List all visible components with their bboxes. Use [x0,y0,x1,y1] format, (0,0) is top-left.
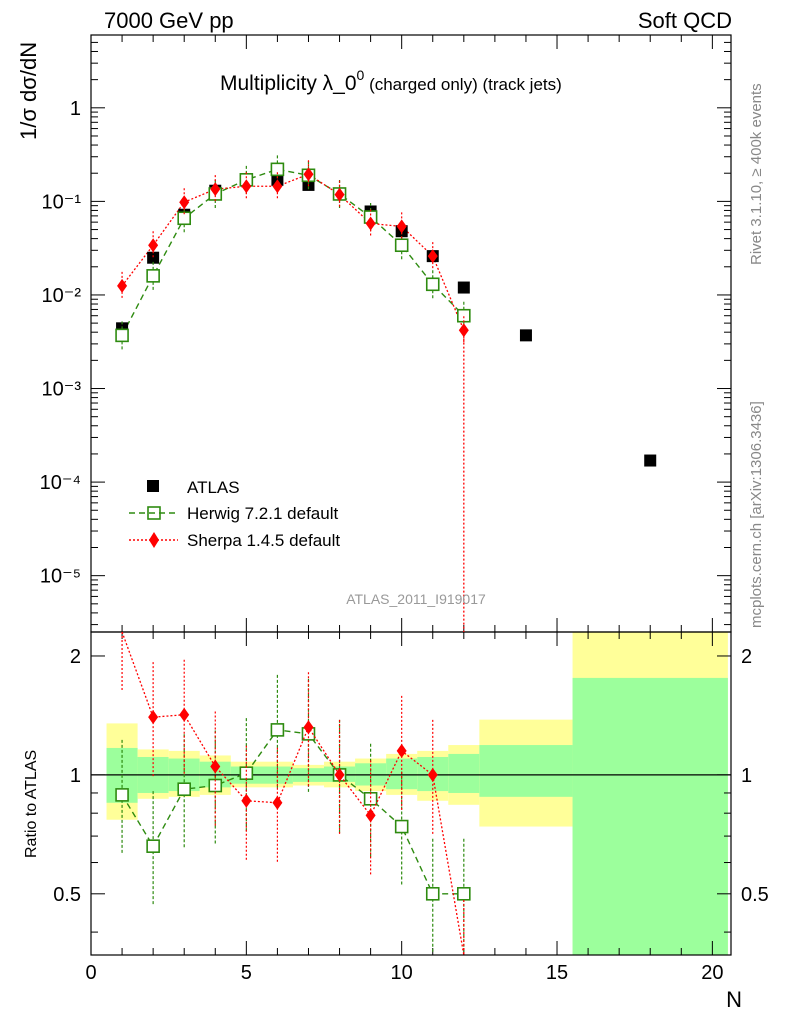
sherpa-ratio-point-4 [210,759,221,774]
sherpa-ratio-point-9 [365,808,376,823]
y-bot-tick-label-left-0.5: 0.5 [53,884,81,906]
herwig-ratio-point-9 [363,791,378,806]
herwig-line-ratio [121,729,464,895]
herwig-point-1 [115,328,129,343]
herwig-ratio-point-5 [239,766,254,780]
band-inner-12 [572,677,728,955]
y-axis-title-top: 1/σ dσ/dN [16,42,41,140]
sherpa-point-11 [427,249,438,264]
legend-sherpa-marker [149,532,159,548]
herwig-ratio-point-6 [270,723,285,737]
sherpa-point-3 [179,195,190,210]
rivet-label: Rivet 3.1.10, ≥ 400k events [748,83,765,265]
y-top-tick-label-4: 10⁻¹ [42,191,82,213]
herwig-point-12 [457,308,471,323]
herwig-ratio-point-11 [425,887,440,901]
title-main: Multiplicity λ_0 [220,72,357,95]
sherpa-line-main [121,173,465,632]
atlas-point-18 [644,454,657,467]
ratio-bands [106,632,728,955]
atlas-point-12 [457,281,470,294]
title-tail: (charged only) (track jets) [364,75,561,94]
legend-atlas-label: ATLAS [187,478,240,497]
legend-sherpa-label: Sherpa 1.4.5 default [187,531,340,550]
herwig-point-11 [425,277,440,292]
analysis-label: ATLAS_2011_I919017 [346,591,486,607]
axis-ticks: 0 5 10 15 20 10⁻⁵ 10⁻⁴ 10⁻³ 10⁻² 10⁻¹ 1 0.5 0.5 1 1 2 2 [40,34,769,984]
herwig-ratio-point-1 [115,788,129,802]
y-top-tick-label-1: 10⁻⁴ [40,472,81,494]
y-bot-tick-label-right-2: 2 [741,646,752,668]
sherpa-ratio-point-8 [334,767,345,782]
y-bot-tick-label-right-0.5: 0.5 [741,884,769,906]
herwig-ratio-point-2 [146,839,160,853]
plot-title: Multiplicity λ_00 (charged only) (track … [220,67,562,95]
y-bot-tick-label-right-1: 1 [741,765,752,787]
x-tick-label-5: 5 [241,962,252,984]
sherpa-point-12 [458,323,469,338]
x-axis-title: N [726,987,742,1012]
y-top-tick-label-5: 1 [70,98,81,120]
sherpa-point-10 [396,219,407,234]
atlas-point-14 [519,329,532,342]
sherpa-ratio-point-6 [272,795,283,810]
sherpa-ratio-point-5 [241,793,252,808]
sherpa-point-8 [334,187,345,202]
x-tick-label-0: 0 [85,962,96,984]
y-bot-tick-label-left-2: 2 [70,646,81,668]
x-tick-label-20: 20 [701,962,723,984]
sherpa-point-5 [241,179,252,194]
sherpa-line-ratio [121,631,465,956]
legend-herwig-label: Herwig 7.2.1 default [187,504,338,523]
y-top-tick-label-0: 10⁻⁵ [40,566,81,588]
sherpa-point-2 [148,238,159,253]
y-bot-tick-label-left-1: 1 [70,765,81,787]
x-tick-label-15: 15 [546,962,568,984]
legend-herwig-marker [147,506,161,520]
band-inner-10 [448,753,480,793]
sherpa-ratio-point-2 [148,710,159,725]
sherpa-ratio-point-11 [427,767,438,782]
title-sup: 0 [357,67,365,83]
band-inner-11 [479,745,573,797]
y-top-tick-label-3: 10⁻² [42,285,82,307]
sherpa-point-7 [303,167,314,182]
sherpa-ratio-point-10 [396,743,407,758]
herwig-point-10 [394,238,409,253]
x-tick-label-10: 10 [391,962,413,984]
sherpa-point-6 [272,179,283,194]
header-left-label: 7000 GeV pp [104,8,234,33]
herwig-point-6 [270,162,285,177]
sherpa-point-4 [210,182,221,197]
header-right-label: Soft QCD [638,8,732,33]
y-axis-title-bottom: Ratio to ATLAS [23,750,40,858]
sherpa-point-9 [365,216,376,231]
herwig-point-2 [146,269,160,283]
herwig-ratio-point-12 [457,887,471,901]
herwig-ratio-point-3 [177,782,192,796]
mcplots-label: mcplots.cern.ch [arXiv:1306.3436] [748,401,765,628]
legend: ATLAS Herwig 7.2.1 default Sherpa 1.4.5 … [129,478,340,550]
sherpa-ratio-point-3 [179,707,190,722]
legend-atlas-marker [147,480,159,492]
ratio-panel-frame [90,631,732,956]
sherpa-ratio-point-7 [303,720,314,735]
data-series [115,155,657,956]
herwig-ratio-point-10 [394,819,409,834]
herwig-line-main [121,168,465,336]
y-top-tick-label-2: 10⁻³ [42,379,82,401]
axes-frames [90,34,732,956]
atlas-point-2 [147,251,160,264]
sherpa-point-1 [117,278,128,293]
